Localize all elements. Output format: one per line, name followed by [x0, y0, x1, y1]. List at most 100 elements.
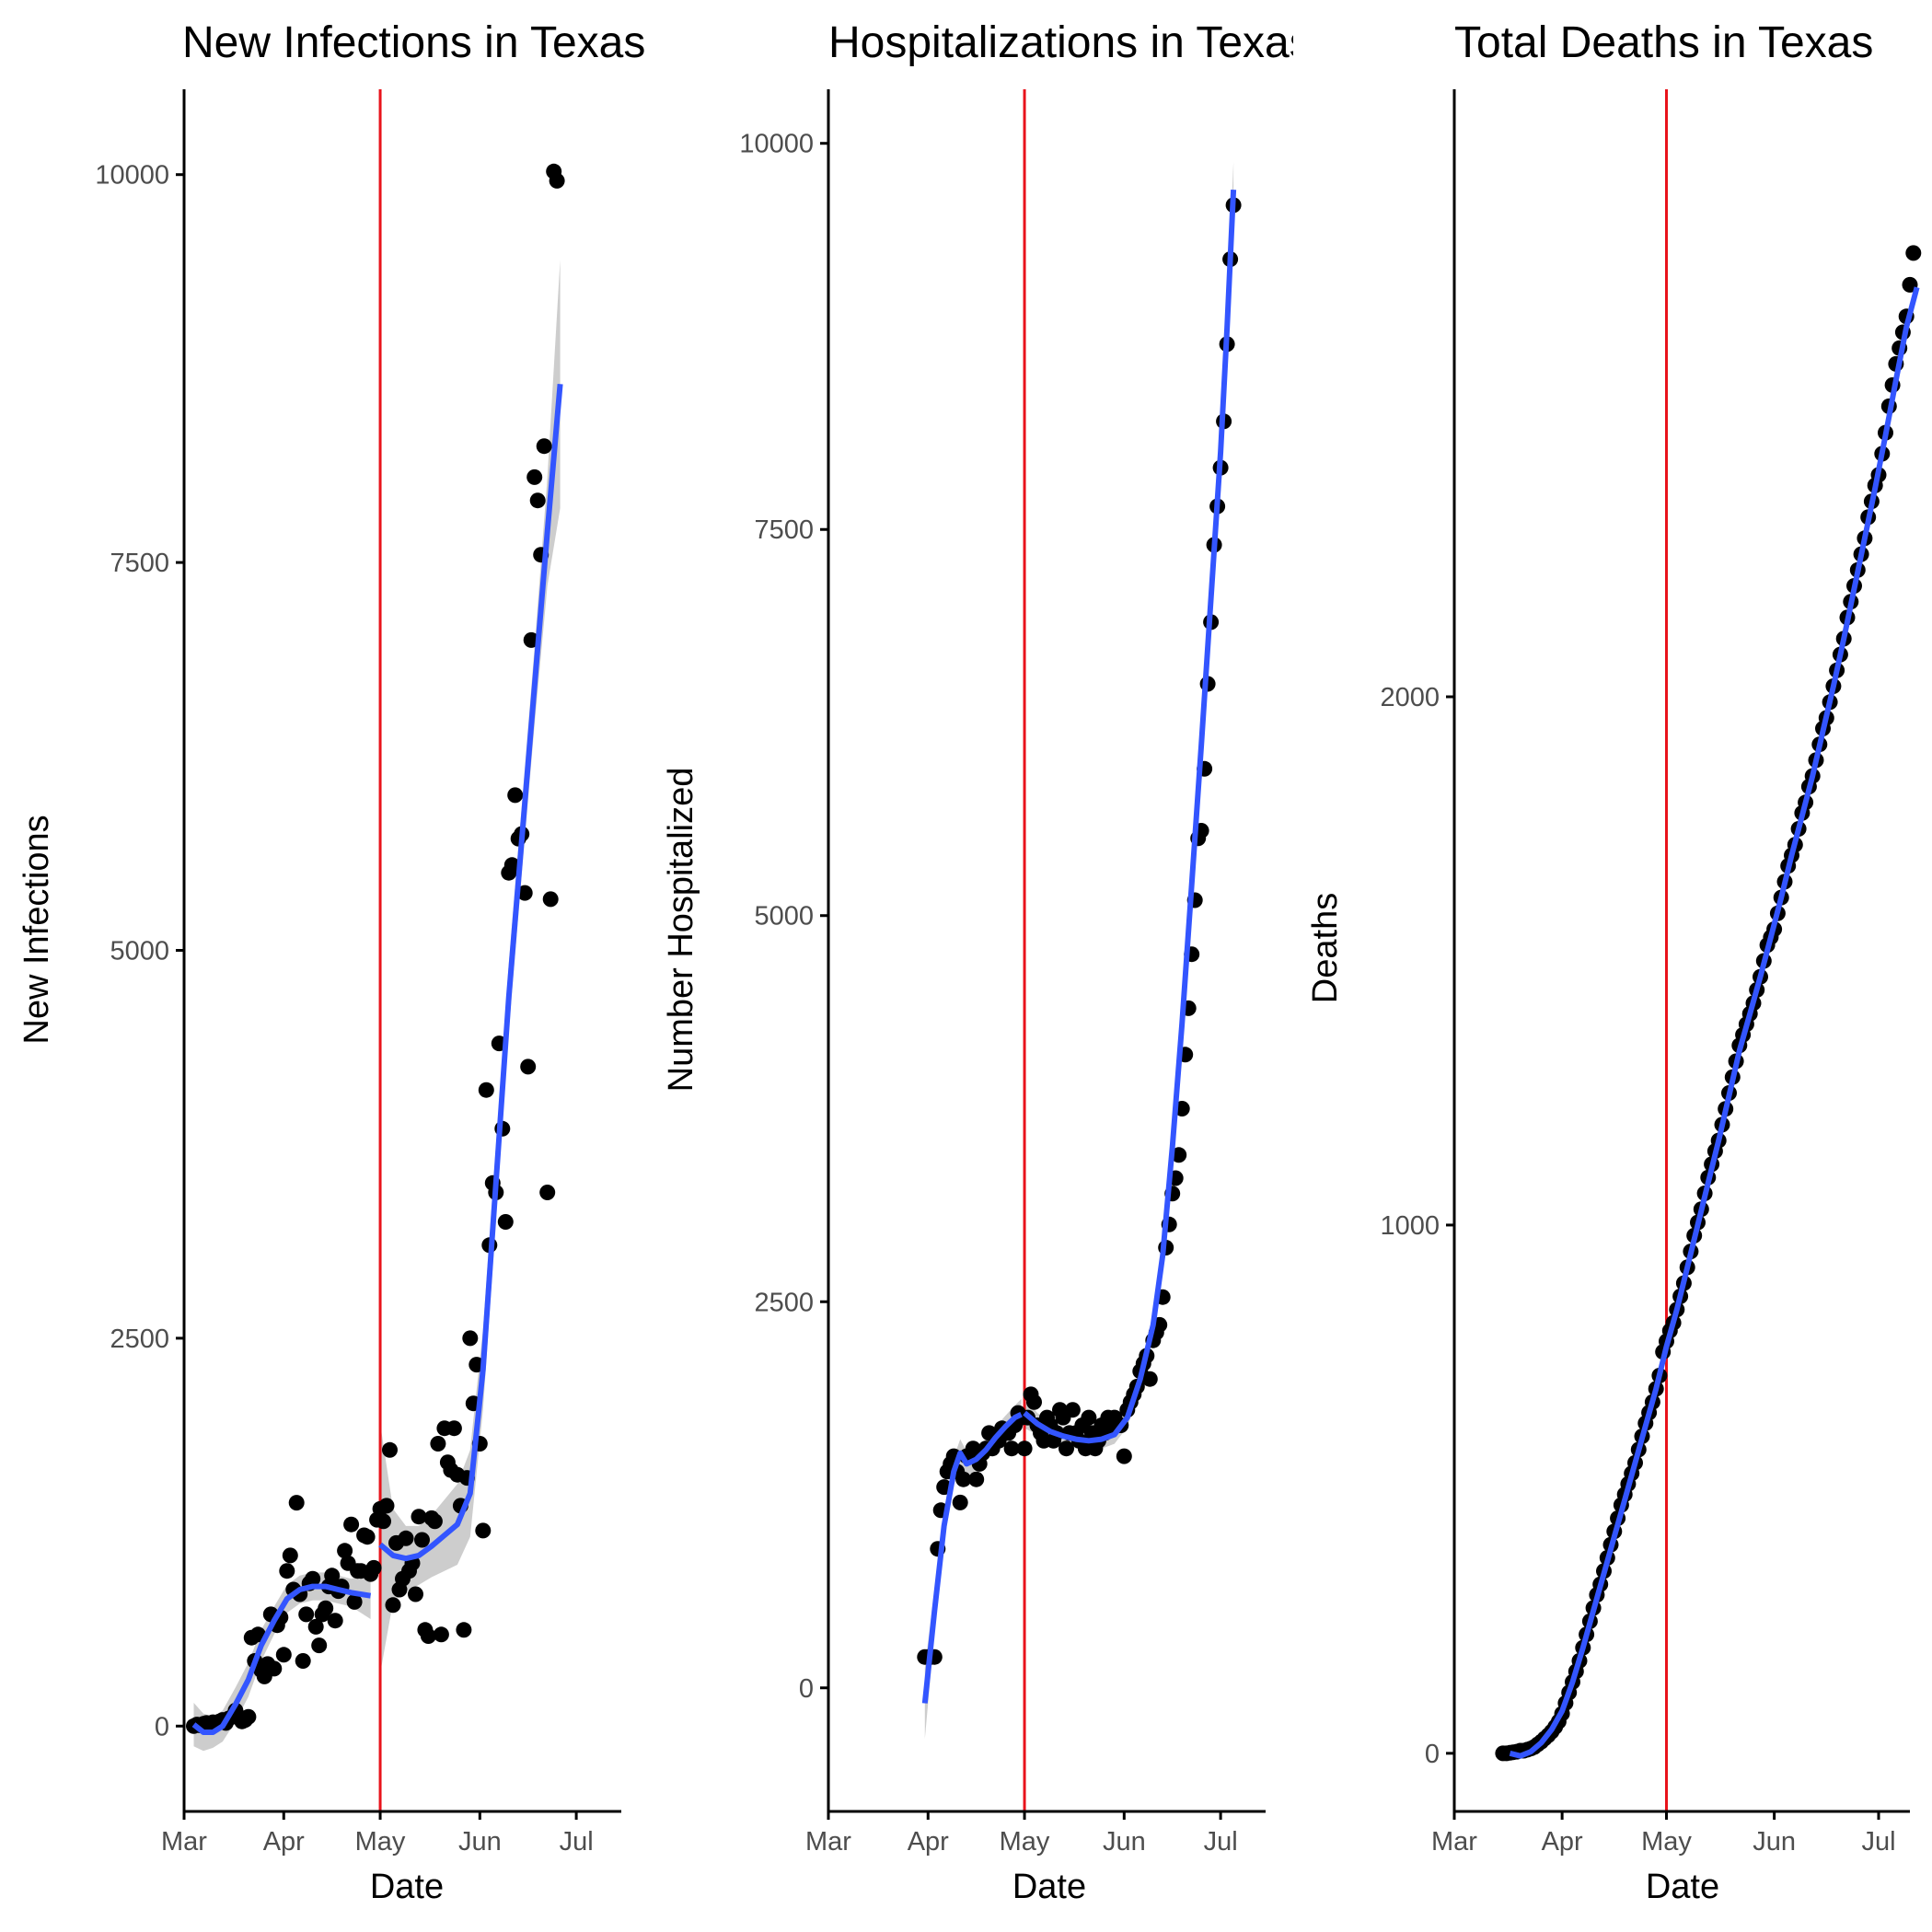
panel-1-data-point — [411, 1509, 427, 1525]
panel-1-data-point — [376, 1513, 391, 1530]
panel-1-x-tick-label: Jul — [560, 1827, 594, 1857]
panel-2-data-point — [968, 1471, 985, 1487]
panel-3-x-axis-title: Date — [1646, 1868, 1719, 1906]
panel-1-y-tick-label: 5000 — [110, 937, 169, 966]
panel-1-data-point — [398, 1530, 414, 1546]
panel-1-data-point — [426, 1513, 443, 1530]
panel-2-y-axis-title: Number Hospitalized — [662, 768, 700, 1093]
panel-1-data-point — [523, 631, 539, 648]
panel-3-x-tick-label: Apr — [1542, 1827, 1583, 1857]
panel-1-data-point — [318, 1600, 334, 1616]
panel-2-data-point — [1081, 1409, 1097, 1426]
panel-1-data-point — [266, 1660, 283, 1677]
panel-2-data-point — [1064, 1402, 1081, 1418]
panel-3-y-tick-label: 1000 — [1380, 1211, 1440, 1241]
panel-1-data-point — [414, 1532, 430, 1548]
panel-1-data-point — [478, 1082, 494, 1098]
panel-1-y-axis-title: New Infections — [17, 815, 56, 1044]
panel-1-y-tick-label: 7500 — [110, 549, 169, 578]
panel-2-y-tick-label: 2500 — [754, 1288, 814, 1317]
panel-new-infections: New Infections in Texas Date New Infecti… — [17, 18, 645, 1906]
panel-1-data-point — [507, 787, 524, 804]
panel-1-data-point — [456, 1622, 472, 1638]
panel-1-data-point — [549, 172, 565, 189]
panel-2-y-tick-label: 10000 — [739, 130, 814, 159]
panel-1-x-tick-label: Mar — [161, 1827, 207, 1857]
panel-3-x-tick-label: Jul — [1861, 1827, 1895, 1857]
panel-3-title: Total Deaths in Texas — [1454, 18, 1873, 67]
panel-1-data-point — [311, 1637, 328, 1654]
panel-2-x-tick-label: May — [1000, 1827, 1050, 1857]
panel-1-data-point — [378, 1498, 395, 1514]
panel-1-data-point — [288, 1495, 305, 1511]
panel-1-data-point — [475, 1522, 492, 1539]
panel-3-y-axis-title: Deaths — [1306, 893, 1345, 1003]
panel-3-y-tick-label: 0 — [1425, 1740, 1440, 1769]
panel-1-data-point — [279, 1563, 295, 1579]
panel-1-x-tick-label: Jun — [458, 1827, 502, 1857]
panel-1-data-point — [408, 1586, 423, 1602]
panel-2-data-point — [1059, 1440, 1074, 1457]
panel-1-data-point — [529, 492, 546, 509]
panel-1-y-tick-label: 10000 — [95, 161, 169, 191]
panel-2-data-point — [952, 1494, 968, 1510]
panel-2-y-tick-label: 5000 — [754, 902, 814, 931]
panel-1-y-tick-label: 2500 — [110, 1325, 169, 1354]
panel-1-data-point — [520, 1059, 537, 1075]
panel-3-x-tick-label: May — [1641, 1827, 1692, 1857]
panel-2-data-point — [1026, 1394, 1042, 1410]
panel-1-data-point — [298, 1606, 315, 1623]
panel-1-data-point — [295, 1653, 311, 1669]
panel-1-x-tick-label: Apr — [263, 1827, 305, 1857]
panel-2-data-point — [1003, 1440, 1020, 1457]
panel-2-title: Hospitalizations in Texas — [828, 18, 1312, 67]
panel-3-data-point — [1905, 245, 1922, 261]
panel-1-smooth-line-1 — [191, 1583, 372, 1735]
panel-2-y-tick-label: 0 — [799, 1674, 814, 1704]
panel-1-data-point — [282, 1547, 298, 1564]
panel-1-y-tick-label: 0 — [155, 1712, 169, 1741]
panel-1-data-point — [420, 1628, 436, 1644]
panel-1-confidence-band-2 — [380, 260, 561, 1673]
panel-1-data-point — [307, 1618, 324, 1635]
panel-1-data-point — [430, 1436, 446, 1452]
panel-hospitalizations: Hospitalizations in Texas Date Number Ho… — [662, 18, 1312, 1906]
panel-1-data-point — [539, 1185, 556, 1200]
panel-1-data-point — [359, 1529, 376, 1545]
panel-2-x-tick-label: Jun — [1103, 1827, 1146, 1857]
panel-1-x-axis-title: Date — [370, 1868, 444, 1906]
panel-1-data-point — [497, 1214, 514, 1230]
panel-1-data-point — [305, 1570, 321, 1587]
panel-1-data-point — [275, 1647, 292, 1663]
panel-1-data-point — [365, 1559, 382, 1576]
panel-3-x-tick-label: Mar — [1431, 1827, 1477, 1857]
panel-1-data-point — [433, 1626, 449, 1643]
panel-2-x-tick-label: Mar — [805, 1827, 851, 1857]
panel-2-data-point — [1116, 1448, 1132, 1464]
panel-2-smooth-line-2 — [1023, 189, 1237, 1444]
panel-2-x-tick-label: Apr — [908, 1827, 949, 1857]
panel-total-deaths: Total Deaths in Texas Date Deaths 0 1000 2… — [1306, 18, 1922, 1906]
panel-2-smooth-line-1 — [921, 1412, 1023, 1704]
panel-2-y-tick-label: 7500 — [754, 515, 814, 545]
panel-1-data-point — [503, 857, 520, 873]
panel-2-data-point — [955, 1471, 972, 1487]
panel-2-data-point — [1171, 1147, 1187, 1163]
panel-1-smooth-line-2 — [378, 384, 563, 1562]
panel-1-data-point — [382, 1441, 398, 1458]
panel-1-data-point — [542, 891, 559, 908]
panel-2-x-axis-title: Date — [1012, 1868, 1086, 1906]
panel-2-x-tick-label: Jul — [1204, 1827, 1238, 1857]
panel-1-data-point — [343, 1516, 360, 1533]
panel-1-data-point — [516, 885, 533, 901]
panel-1-data-point — [324, 1568, 341, 1584]
panel-1-data-point — [445, 1420, 462, 1437]
panel-1-title: New Infections in Texas — [182, 18, 645, 67]
panel-1-data-point — [385, 1597, 401, 1614]
panel-1-data-point — [462, 1330, 479, 1347]
panel-1-data-point — [526, 469, 543, 485]
panel-1-data-point — [240, 1708, 257, 1725]
panel-1-data-point — [536, 438, 552, 455]
